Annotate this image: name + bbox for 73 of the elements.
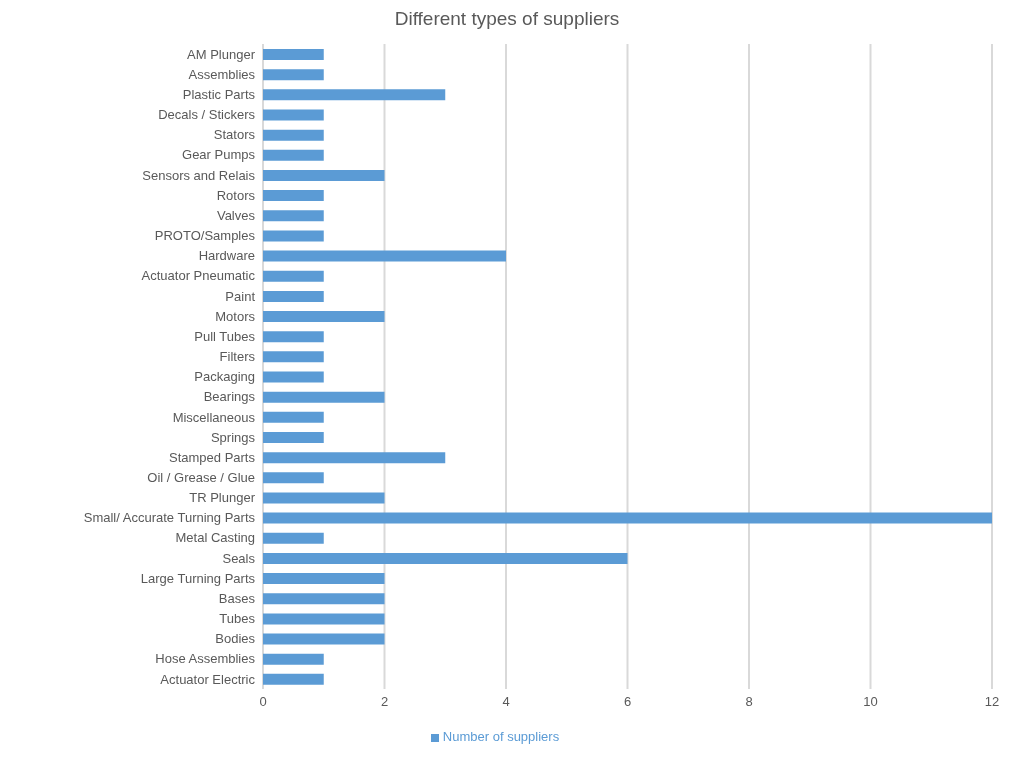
- y-tick-label: Gear Pumps: [182, 147, 256, 163]
- bar: [263, 149, 324, 161]
- bar: [263, 492, 385, 504]
- y-tick-label: Motors: [215, 308, 256, 324]
- bar: [263, 532, 324, 544]
- y-tick-label: Seals: [222, 550, 256, 566]
- bar: [263, 431, 324, 443]
- bar: [263, 411, 324, 423]
- bar: [263, 673, 324, 685]
- bar: [263, 169, 385, 181]
- y-tick-label: Small/ Accurate Turning Parts: [83, 510, 256, 526]
- y-tick-label: Stamped Parts: [169, 449, 256, 465]
- x-tick-label: 12: [984, 694, 1000, 710]
- x-tick-label: 4: [502, 694, 510, 710]
- y-tick-label: Pull Tubes: [194, 328, 256, 344]
- bar: [263, 391, 385, 403]
- bar: [263, 633, 385, 645]
- bar: [263, 311, 385, 323]
- y-tick-label: Packaging: [194, 369, 255, 385]
- bar: [263, 331, 324, 343]
- bar: [263, 190, 324, 202]
- y-tick-label: Large Turning Parts: [140, 570, 256, 586]
- bar: [263, 69, 324, 81]
- bar: [263, 653, 324, 665]
- y-tick-label: AM Plunger: [187, 46, 256, 62]
- y-tick-label: TR Plunger: [189, 490, 256, 506]
- bar: [263, 472, 324, 484]
- y-tick-label: Stators: [213, 127, 256, 143]
- bar: [263, 613, 385, 625]
- y-tick-label: Filters: [219, 349, 256, 365]
- y-tick-label: Valves: [216, 207, 256, 223]
- bar: [263, 593, 385, 605]
- bar: [263, 452, 446, 464]
- y-tick-label: Assemblies: [188, 66, 256, 82]
- x-tick-label: 10: [863, 694, 878, 710]
- bar: [263, 552, 628, 564]
- x-tick-label: 2: [380, 694, 389, 710]
- y-tick-label: Bodies: [215, 631, 256, 647]
- y-tick-label: Rotors: [216, 187, 256, 203]
- y-tick-label: Actuator Pneumatic: [141, 268, 256, 284]
- bar: [263, 230, 324, 242]
- bar: [263, 351, 324, 363]
- x-tick-label: 6: [623, 694, 632, 710]
- bar: [263, 270, 324, 282]
- y-tick-label: Paint: [225, 288, 256, 304]
- x-tick-label: 0: [259, 694, 267, 710]
- y-tick-label: Miscellaneous: [172, 409, 256, 425]
- chart-title: Different types of suppliers: [393, 8, 621, 31]
- y-tick-label: PROTO/Samples: [154, 228, 256, 244]
- y-tick-label: Springs: [210, 429, 256, 445]
- y-tick-label: Bases: [218, 590, 256, 606]
- y-tick-label: Plastic Parts: [182, 87, 256, 103]
- bar: [263, 49, 324, 60]
- x-tick-label: 8: [745, 694, 753, 710]
- bar: [263, 290, 324, 302]
- y-tick-label: Oil / Grease / Glue: [147, 469, 255, 485]
- bar: [263, 371, 324, 383]
- bar: [263, 109, 324, 121]
- y-tick-label: Actuator Electric: [160, 671, 256, 687]
- bar: [263, 210, 324, 222]
- bar: [263, 512, 992, 524]
- y-tick-label: Hose Assemblies: [155, 651, 256, 667]
- bar: [263, 573, 385, 585]
- bar: [263, 129, 324, 141]
- bar: [263, 250, 506, 262]
- y-tick-label: Tubes: [219, 611, 256, 627]
- y-tick-label: Metal Casting: [175, 530, 255, 546]
- y-tick-label: Sensors and Relais: [142, 167, 256, 183]
- bar: [263, 89, 446, 101]
- y-tick-label: Hardware: [198, 248, 255, 264]
- y-tick-label: Bearings: [203, 389, 256, 405]
- y-tick-label: Decals / Stickers: [158, 107, 256, 123]
- legend-label: Number of suppliers: [442, 729, 560, 744]
